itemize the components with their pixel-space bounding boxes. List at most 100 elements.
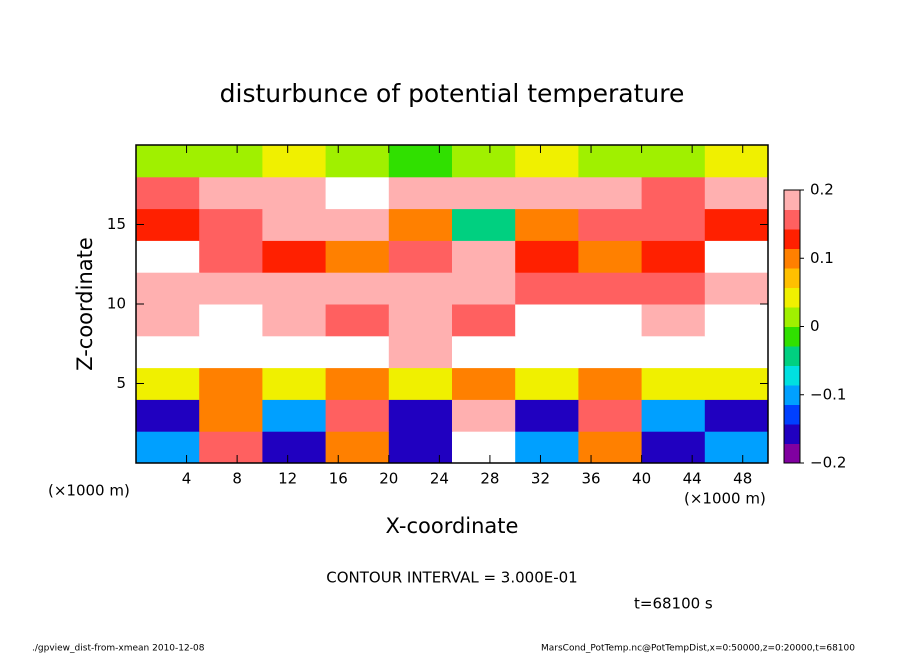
heat-cell xyxy=(199,240,263,273)
heat-cell xyxy=(136,367,200,400)
y-tick-label: 15 xyxy=(107,215,126,233)
heat-cell xyxy=(262,431,327,464)
heat-cell xyxy=(704,272,769,305)
heat-cell xyxy=(199,304,263,337)
colorbar-swatch xyxy=(784,248,800,269)
heat-cell xyxy=(515,399,579,432)
contour-interval: CONTOUR INTERVAL = 3.000E-01 xyxy=(326,569,577,587)
x-unit: (×1000 m) xyxy=(48,482,130,500)
heat-cell xyxy=(136,431,200,464)
heat-cell xyxy=(199,272,263,305)
heat-cell xyxy=(262,367,327,400)
heat-cell xyxy=(515,240,579,273)
heat-cell xyxy=(452,431,516,464)
x-tick-label: 44 xyxy=(683,470,702,488)
footer: MarsCond_PotTemp.nc@PotTempDist,x=0:5000… xyxy=(541,644,855,654)
heat-cell xyxy=(641,367,706,400)
x-axis-label: X-coordinate xyxy=(386,514,519,538)
heat-cell xyxy=(515,335,579,369)
colorbar-tick-label: −0.2 xyxy=(810,454,846,472)
colorbar-swatch xyxy=(784,443,800,464)
heat-cell xyxy=(388,145,453,178)
colorbar-swatch xyxy=(784,287,800,308)
heat-cell xyxy=(578,240,643,273)
heat-cell xyxy=(578,304,643,337)
heat-cell xyxy=(325,399,390,432)
colorbar-swatch xyxy=(784,326,800,347)
heat-cell xyxy=(262,272,327,305)
heat-cell xyxy=(515,176,579,210)
heat-cell xyxy=(578,272,643,305)
heat-cell xyxy=(452,335,516,369)
heat-cell xyxy=(199,399,263,432)
heat-cell xyxy=(641,335,706,369)
heat-cell xyxy=(704,176,769,210)
y-axis-label: Z-coordinate xyxy=(73,237,97,371)
colorbar-swatch xyxy=(784,385,800,405)
heat-cell xyxy=(578,145,643,178)
heat-cell xyxy=(136,176,200,210)
heat-cell xyxy=(199,431,263,464)
heat-cell xyxy=(388,431,453,464)
heat-cell xyxy=(641,208,706,241)
heat-cell xyxy=(641,240,706,273)
x-unit: (×1000 m) xyxy=(684,490,766,508)
footer: ./gpview_dist-from-xmean 2010-12-08 xyxy=(32,644,205,654)
colorbar-swatch xyxy=(784,424,800,444)
heat-cell xyxy=(452,145,516,178)
x-tick-label: 48 xyxy=(733,470,752,488)
colorbar-tick-label: −0.1 xyxy=(810,385,846,403)
heat-cell xyxy=(325,208,390,241)
heat-cell xyxy=(136,399,200,432)
x-tick-label: 36 xyxy=(581,470,600,488)
x-tick-label: 32 xyxy=(531,470,550,488)
heat-cell xyxy=(262,145,327,178)
heat-cell xyxy=(262,304,327,337)
heat-cell xyxy=(641,399,706,432)
heat-cell xyxy=(452,240,516,273)
heat-cell xyxy=(641,272,706,305)
x-tick-label: 8 xyxy=(232,470,242,488)
chart-title: disturbunce of potential temperature xyxy=(220,79,685,108)
colorbar-swatch xyxy=(784,307,800,327)
heat-cell xyxy=(388,367,453,400)
heat-cell xyxy=(578,399,643,432)
x-tick-label: 20 xyxy=(379,470,398,488)
heat-cell xyxy=(136,304,200,337)
colorbar-tick-label: 0.2 xyxy=(810,181,834,199)
colorbar-swatch xyxy=(784,190,800,210)
colorbar-swatch xyxy=(784,346,800,366)
heat-cell xyxy=(704,208,769,241)
heat-cell xyxy=(262,208,327,241)
colorbar-swatch xyxy=(784,268,800,288)
heat-cell xyxy=(452,399,516,432)
heat-cell xyxy=(515,431,579,464)
heat-cell xyxy=(388,240,453,273)
heat-cell xyxy=(199,367,263,400)
heat-cell xyxy=(325,176,390,210)
heat-cell xyxy=(452,208,516,241)
heat-cell xyxy=(325,431,390,464)
heat-cell xyxy=(515,145,579,178)
heat-cell xyxy=(388,208,453,241)
heat-cell xyxy=(515,272,579,305)
y-tick-label: 5 xyxy=(116,374,126,392)
x-tick-label: 16 xyxy=(329,470,348,488)
heat-cell xyxy=(388,399,453,432)
heat-cell xyxy=(578,335,643,369)
heat-cell xyxy=(578,431,643,464)
heat-cell xyxy=(452,367,516,400)
x-tick-label: 4 xyxy=(182,470,192,488)
heat-cell xyxy=(515,367,579,400)
heat-cell xyxy=(704,240,769,273)
heat-cell xyxy=(325,335,390,369)
heat-cell xyxy=(452,176,516,210)
heat-cell xyxy=(704,399,769,432)
colorbar-swatch xyxy=(784,365,800,386)
heat-cell xyxy=(388,304,453,337)
heat-cell xyxy=(136,335,200,369)
heat-cell xyxy=(578,367,643,400)
colorbar-swatch xyxy=(784,404,800,425)
heat-cell xyxy=(325,272,390,305)
heat-cell xyxy=(136,240,200,273)
